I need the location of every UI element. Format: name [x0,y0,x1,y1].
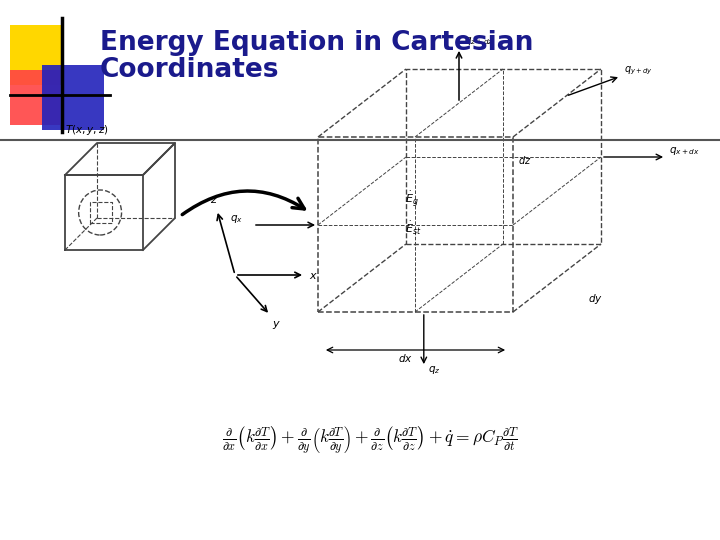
Text: Coordinates: Coordinates [100,57,279,83]
Text: $dy$: $dy$ [588,292,603,306]
Text: $\dot{E}_{st}$: $\dot{E}_{st}$ [405,220,421,237]
Bar [10,70,60,125]
Bar [42,65,104,130]
Text: $dz$: $dz$ [518,154,531,166]
Text: $z$: $z$ [210,195,218,205]
Text: $T(x, y, z)$: $T(x, y, z)$ [65,123,109,137]
Text: $x$: $x$ [309,271,318,281]
Text: $q_{y+dy}$: $q_{y+dy}$ [624,65,653,77]
Text: $q_x$: $q_x$ [230,213,243,225]
Text: $\frac{\partial}{\partial x}\left(k\frac{\partial T}{\partial x}\right)+\frac{\p: $\frac{\partial}{\partial x}\left(k\frac… [222,424,518,456]
Text: $y$: $y$ [272,319,281,331]
Text: Energy Equation in Cartesian: Energy Equation in Cartesian [100,30,534,56]
Bar [10,25,62,85]
Text: $dx$: $dx$ [397,352,413,364]
Text: $\dot{E}_g$: $\dot{E}_g$ [405,189,419,209]
FancyArrowPatch shape [182,191,305,214]
Text: $q_{z+dz}$: $q_{z+dz}$ [464,35,494,47]
Text: $q_z$: $q_z$ [428,364,441,376]
Text: $q_{x+dx}$: $q_{x+dx}$ [669,145,700,157]
